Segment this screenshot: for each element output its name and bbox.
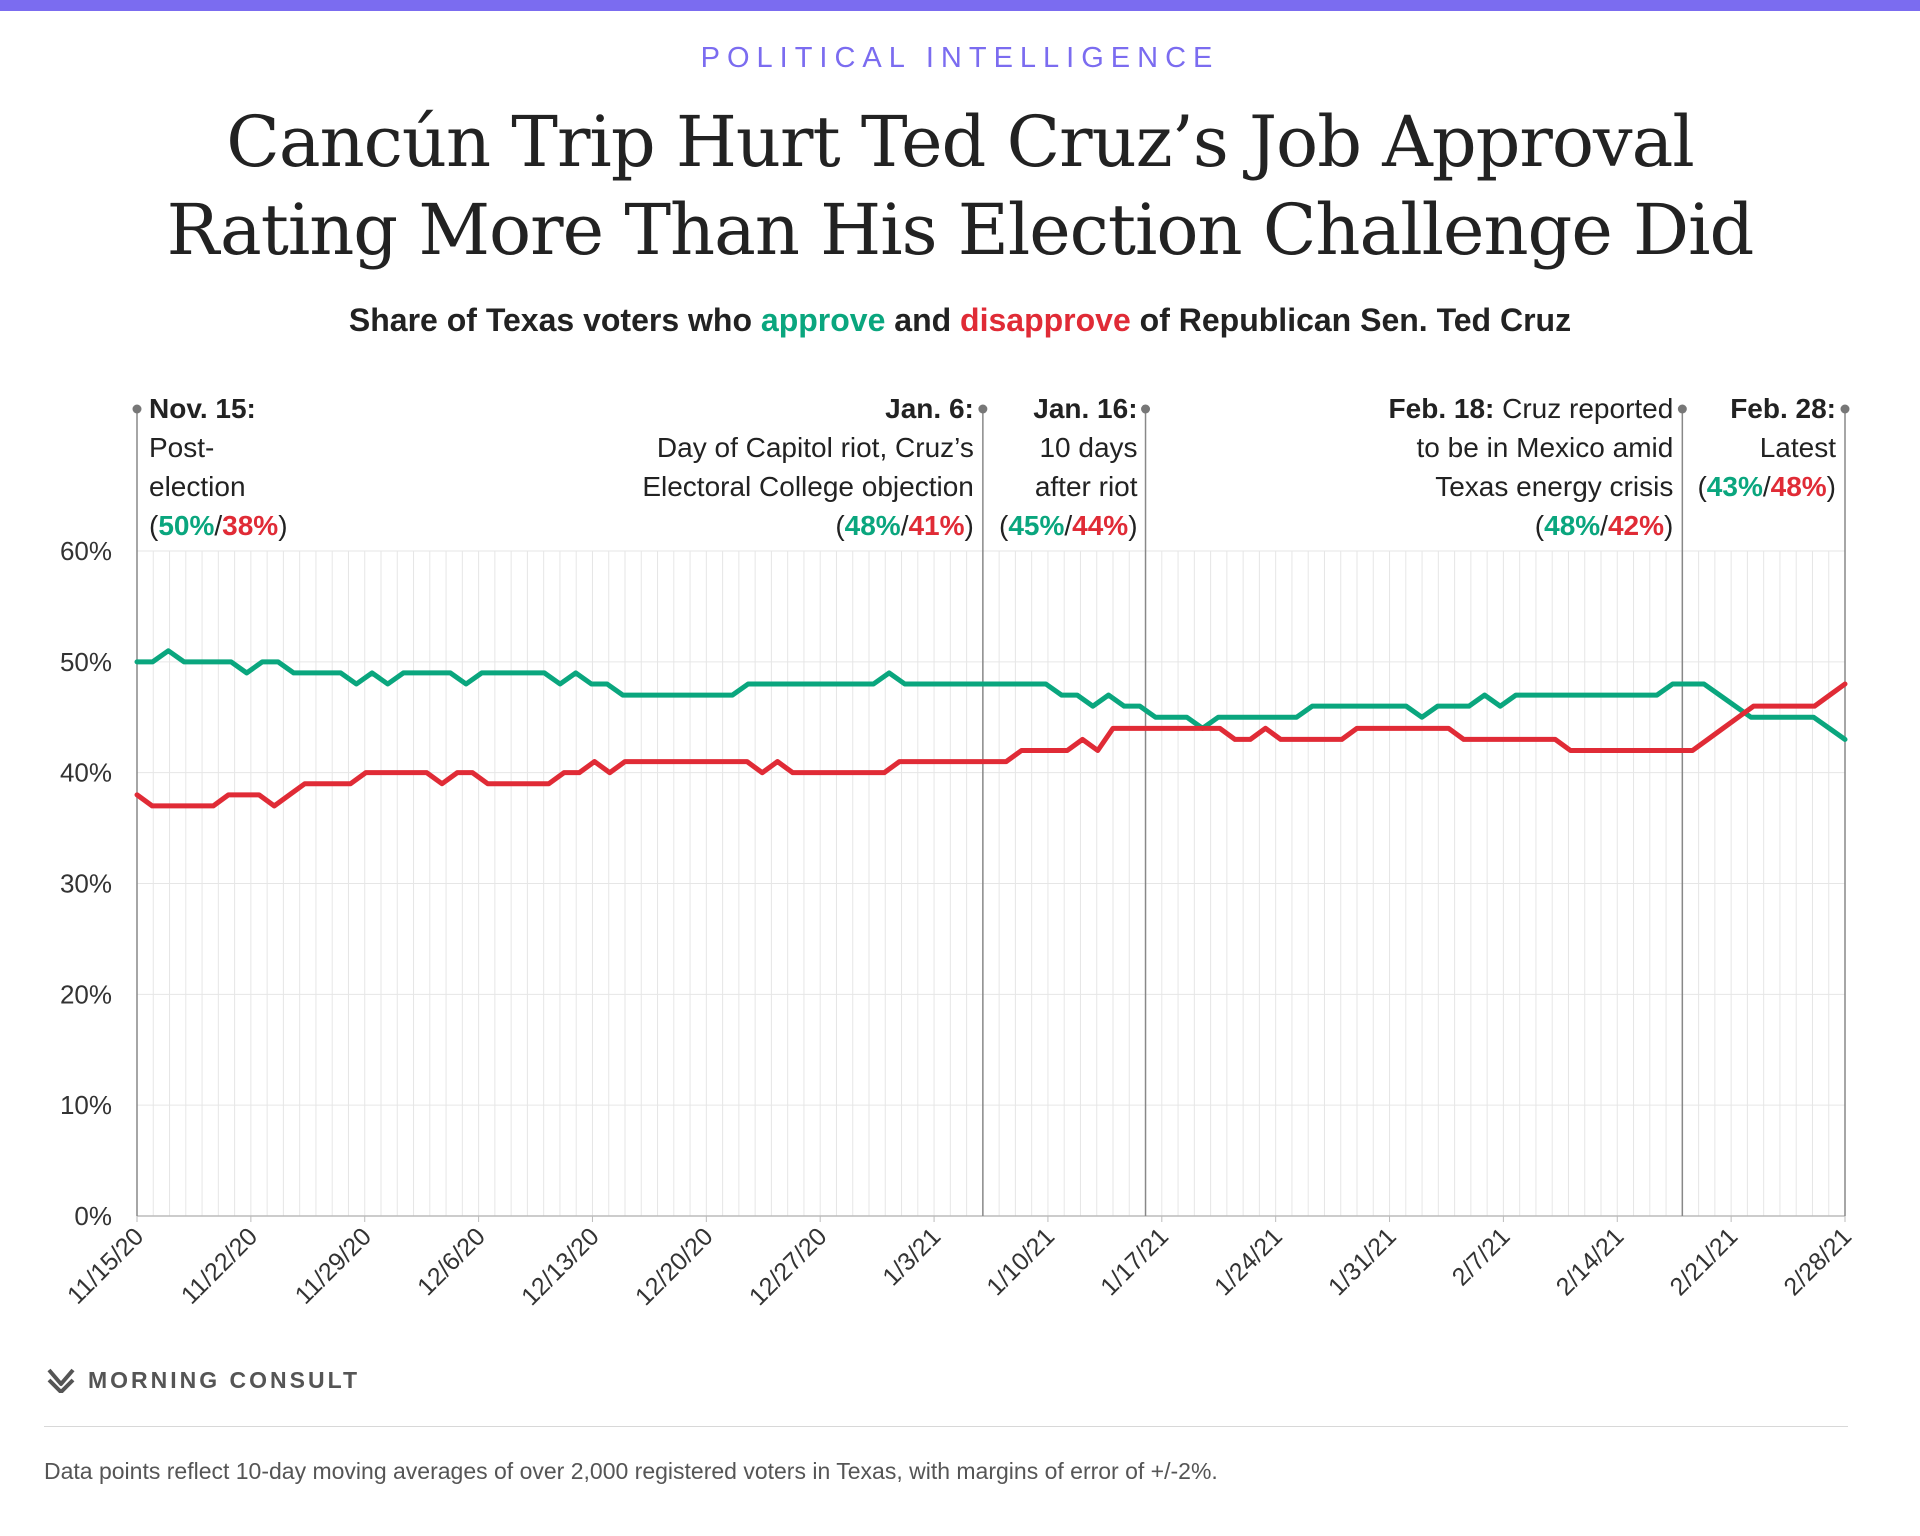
x-tick-label: 12/13/20 xyxy=(516,1222,605,1311)
event-marker-dot xyxy=(978,404,988,414)
paren-close: ) xyxy=(965,510,974,541)
kicker: POLITICAL INTELLIGENCE xyxy=(700,42,1220,74)
event-values: (45%/44%) xyxy=(999,510,1138,541)
disapprove-value: 44% xyxy=(1072,510,1128,541)
paren-open: ( xyxy=(1535,510,1545,541)
subtitle-approve: approve xyxy=(760,302,886,338)
x-tick-label: 1/10/21 xyxy=(981,1222,1060,1301)
event-values: (48%/42%) xyxy=(1535,510,1674,541)
paren-open: ( xyxy=(149,510,159,541)
event-annotation-title: Jan. 6: xyxy=(885,393,974,424)
y-tick-label: 0% xyxy=(74,1201,112,1231)
event-values: (43%/48%) xyxy=(1697,471,1836,502)
chart-subtitle: Share of Texas voters who approve and di… xyxy=(0,302,1920,339)
event-description: Cruz reported xyxy=(1494,393,1673,424)
logo-text: MORNING CONSULT xyxy=(88,1366,361,1393)
event-date: Jan. 16: xyxy=(1033,393,1137,424)
approve-value: 48% xyxy=(1544,510,1600,541)
disapprove-value: 48% xyxy=(1771,471,1827,502)
x-tick-label: 11/15/20 xyxy=(62,1222,149,1309)
subtitle-disapprove: disapprove xyxy=(960,302,1131,338)
event-values: (50%/38%) xyxy=(149,510,288,541)
line-chart: 0% 10% 20% 30% 40% 50% 60% 11/15/20 11/22/20 11/2… xyxy=(60,393,1857,1311)
y-tick-label: 10% xyxy=(60,1090,112,1120)
x-tick-label: 1/17/21 xyxy=(1095,1222,1174,1301)
event-annotation-title: Nov. 15: xyxy=(149,393,256,424)
x-tick-label: 2/14/21 xyxy=(1551,1222,1630,1301)
event-date: Jan. 6: xyxy=(885,393,974,424)
x-tick-label: 11/29/20 xyxy=(290,1222,377,1309)
event-date: Nov. 15: xyxy=(149,393,256,424)
event-description: election xyxy=(149,471,246,502)
event-marker-dot xyxy=(1141,404,1151,414)
event-date: Feb. 28: xyxy=(1730,393,1836,424)
page-title: Cancún Trip Hurt Ted Cruz’s Job Approval… xyxy=(0,98,1920,274)
event-annotation-title: Feb. 28: xyxy=(1730,393,1836,424)
slash: / xyxy=(1763,471,1771,502)
event-marker-dot xyxy=(132,404,142,414)
x-tick-label: 2/7/21 xyxy=(1447,1222,1516,1291)
disapprove-value: 41% xyxy=(908,510,964,541)
subtitle-part-2: and xyxy=(885,302,961,338)
x-tick-label: 12/27/20 xyxy=(744,1222,833,1311)
x-tick-label: 1/31/21 xyxy=(1323,1222,1402,1301)
footnote: Data points reflect 10-day moving averag… xyxy=(44,1458,1218,1484)
event-values: (48%/41%) xyxy=(835,510,974,541)
x-tick-label: 12/6/20 xyxy=(412,1222,491,1301)
subtitle-part-1: Share of Texas voters who xyxy=(348,302,761,338)
x-tick-label: 1/3/21 xyxy=(877,1222,946,1291)
event-description: Latest xyxy=(1760,432,1836,463)
subtitle-part-3: of Republican Sen. Ted Cruz xyxy=(1130,302,1572,338)
y-tick-label: 30% xyxy=(60,869,112,899)
slash: / xyxy=(214,510,222,541)
disapprove-value: 38% xyxy=(222,510,278,541)
y-tick-label: 40% xyxy=(60,758,112,788)
title-line-1: Cancún Trip Hurt Ted Cruz’s Job Approval xyxy=(226,101,1694,183)
event-marker-dot xyxy=(1840,404,1850,414)
series-line-disapprove xyxy=(134,681,1848,809)
x-tick-label: 1/24/21 xyxy=(1209,1222,1288,1301)
x-tick-label: 2/28/21 xyxy=(1778,1222,1857,1301)
morning-consult-logo: MORNING CONSULT xyxy=(46,1365,360,1395)
top-accent-bar xyxy=(0,0,1920,11)
paren-open: ( xyxy=(999,510,1009,541)
event-description: Electoral College objection xyxy=(642,471,974,502)
footer-divider xyxy=(44,1426,1848,1427)
event-description: to be in Mexico amid xyxy=(1417,432,1674,463)
approve-value: 50% xyxy=(158,510,214,541)
paren-close: ) xyxy=(1827,471,1836,502)
approve-value: 43% xyxy=(1707,471,1763,502)
event-marker-dot xyxy=(1677,404,1687,414)
slash: / xyxy=(1064,510,1072,541)
x-tick-label: 12/20/20 xyxy=(630,1222,719,1311)
event-description: 10 days xyxy=(1039,432,1137,463)
x-tick-label: 2/21/21 xyxy=(1665,1222,1744,1301)
paren-close: ) xyxy=(1664,510,1673,541)
event-description: Post- xyxy=(149,432,214,463)
y-tick-label: 50% xyxy=(60,647,112,677)
paren-close: ) xyxy=(278,510,287,541)
slash: / xyxy=(901,510,909,541)
approve-value: 45% xyxy=(1008,510,1064,541)
event-date: Feb. 18: xyxy=(1389,393,1495,424)
y-tick-label: 20% xyxy=(60,979,112,1009)
paren-open: ( xyxy=(835,510,845,541)
event-annotation-title: Jan. 16: xyxy=(1033,393,1137,424)
event-description: Day of Capitol riot, Cruz’s xyxy=(657,432,974,463)
event-description: Texas energy crisis xyxy=(1435,471,1673,502)
paren-close: ) xyxy=(1128,510,1137,541)
event-description: after riot xyxy=(1035,471,1138,502)
y-tick-label: 60% xyxy=(60,536,112,566)
slash: / xyxy=(1600,510,1608,541)
event-annotation-title: Feb. 18: Cruz reported xyxy=(1389,393,1674,424)
approve-value: 48% xyxy=(845,510,901,541)
disapprove-value: 42% xyxy=(1608,510,1664,541)
morning-consult-logo-icon xyxy=(47,1368,75,1393)
series-line-approve xyxy=(134,648,1848,742)
paren-open: ( xyxy=(1697,471,1707,502)
title-line-2: Rating More Than His Election Challenge … xyxy=(166,189,1755,271)
x-tick-label: 11/22/20 xyxy=(176,1222,263,1309)
